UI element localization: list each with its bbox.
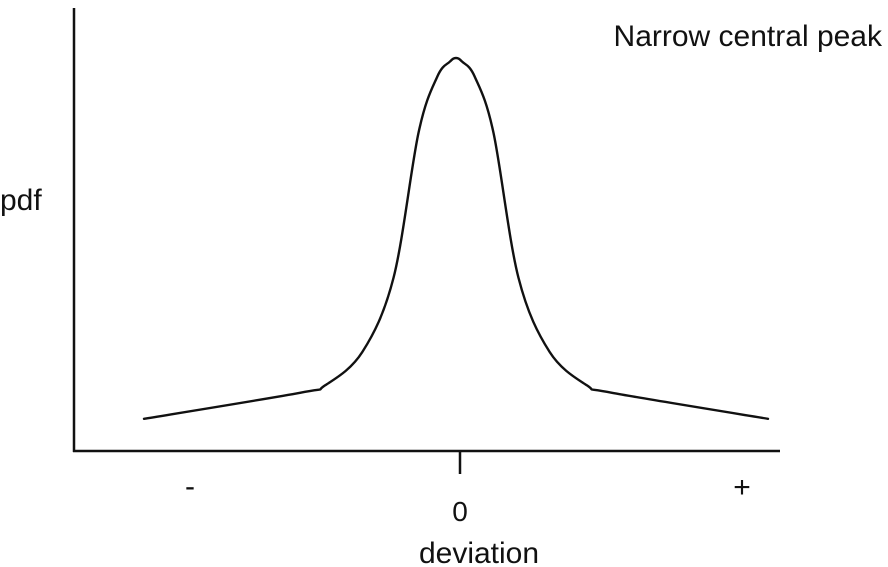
- chart-title: Narrow central peak: [614, 20, 883, 53]
- x-tick-label-minus: -: [185, 470, 195, 503]
- x-tick-label-zero: 0: [452, 496, 468, 527]
- x-tick-label-plus: +: [733, 471, 751, 504]
- pdf-curve: [142, 56, 770, 420]
- y-axis-label: pdf: [0, 184, 42, 217]
- x-axis-label: deviation: [419, 537, 539, 567]
